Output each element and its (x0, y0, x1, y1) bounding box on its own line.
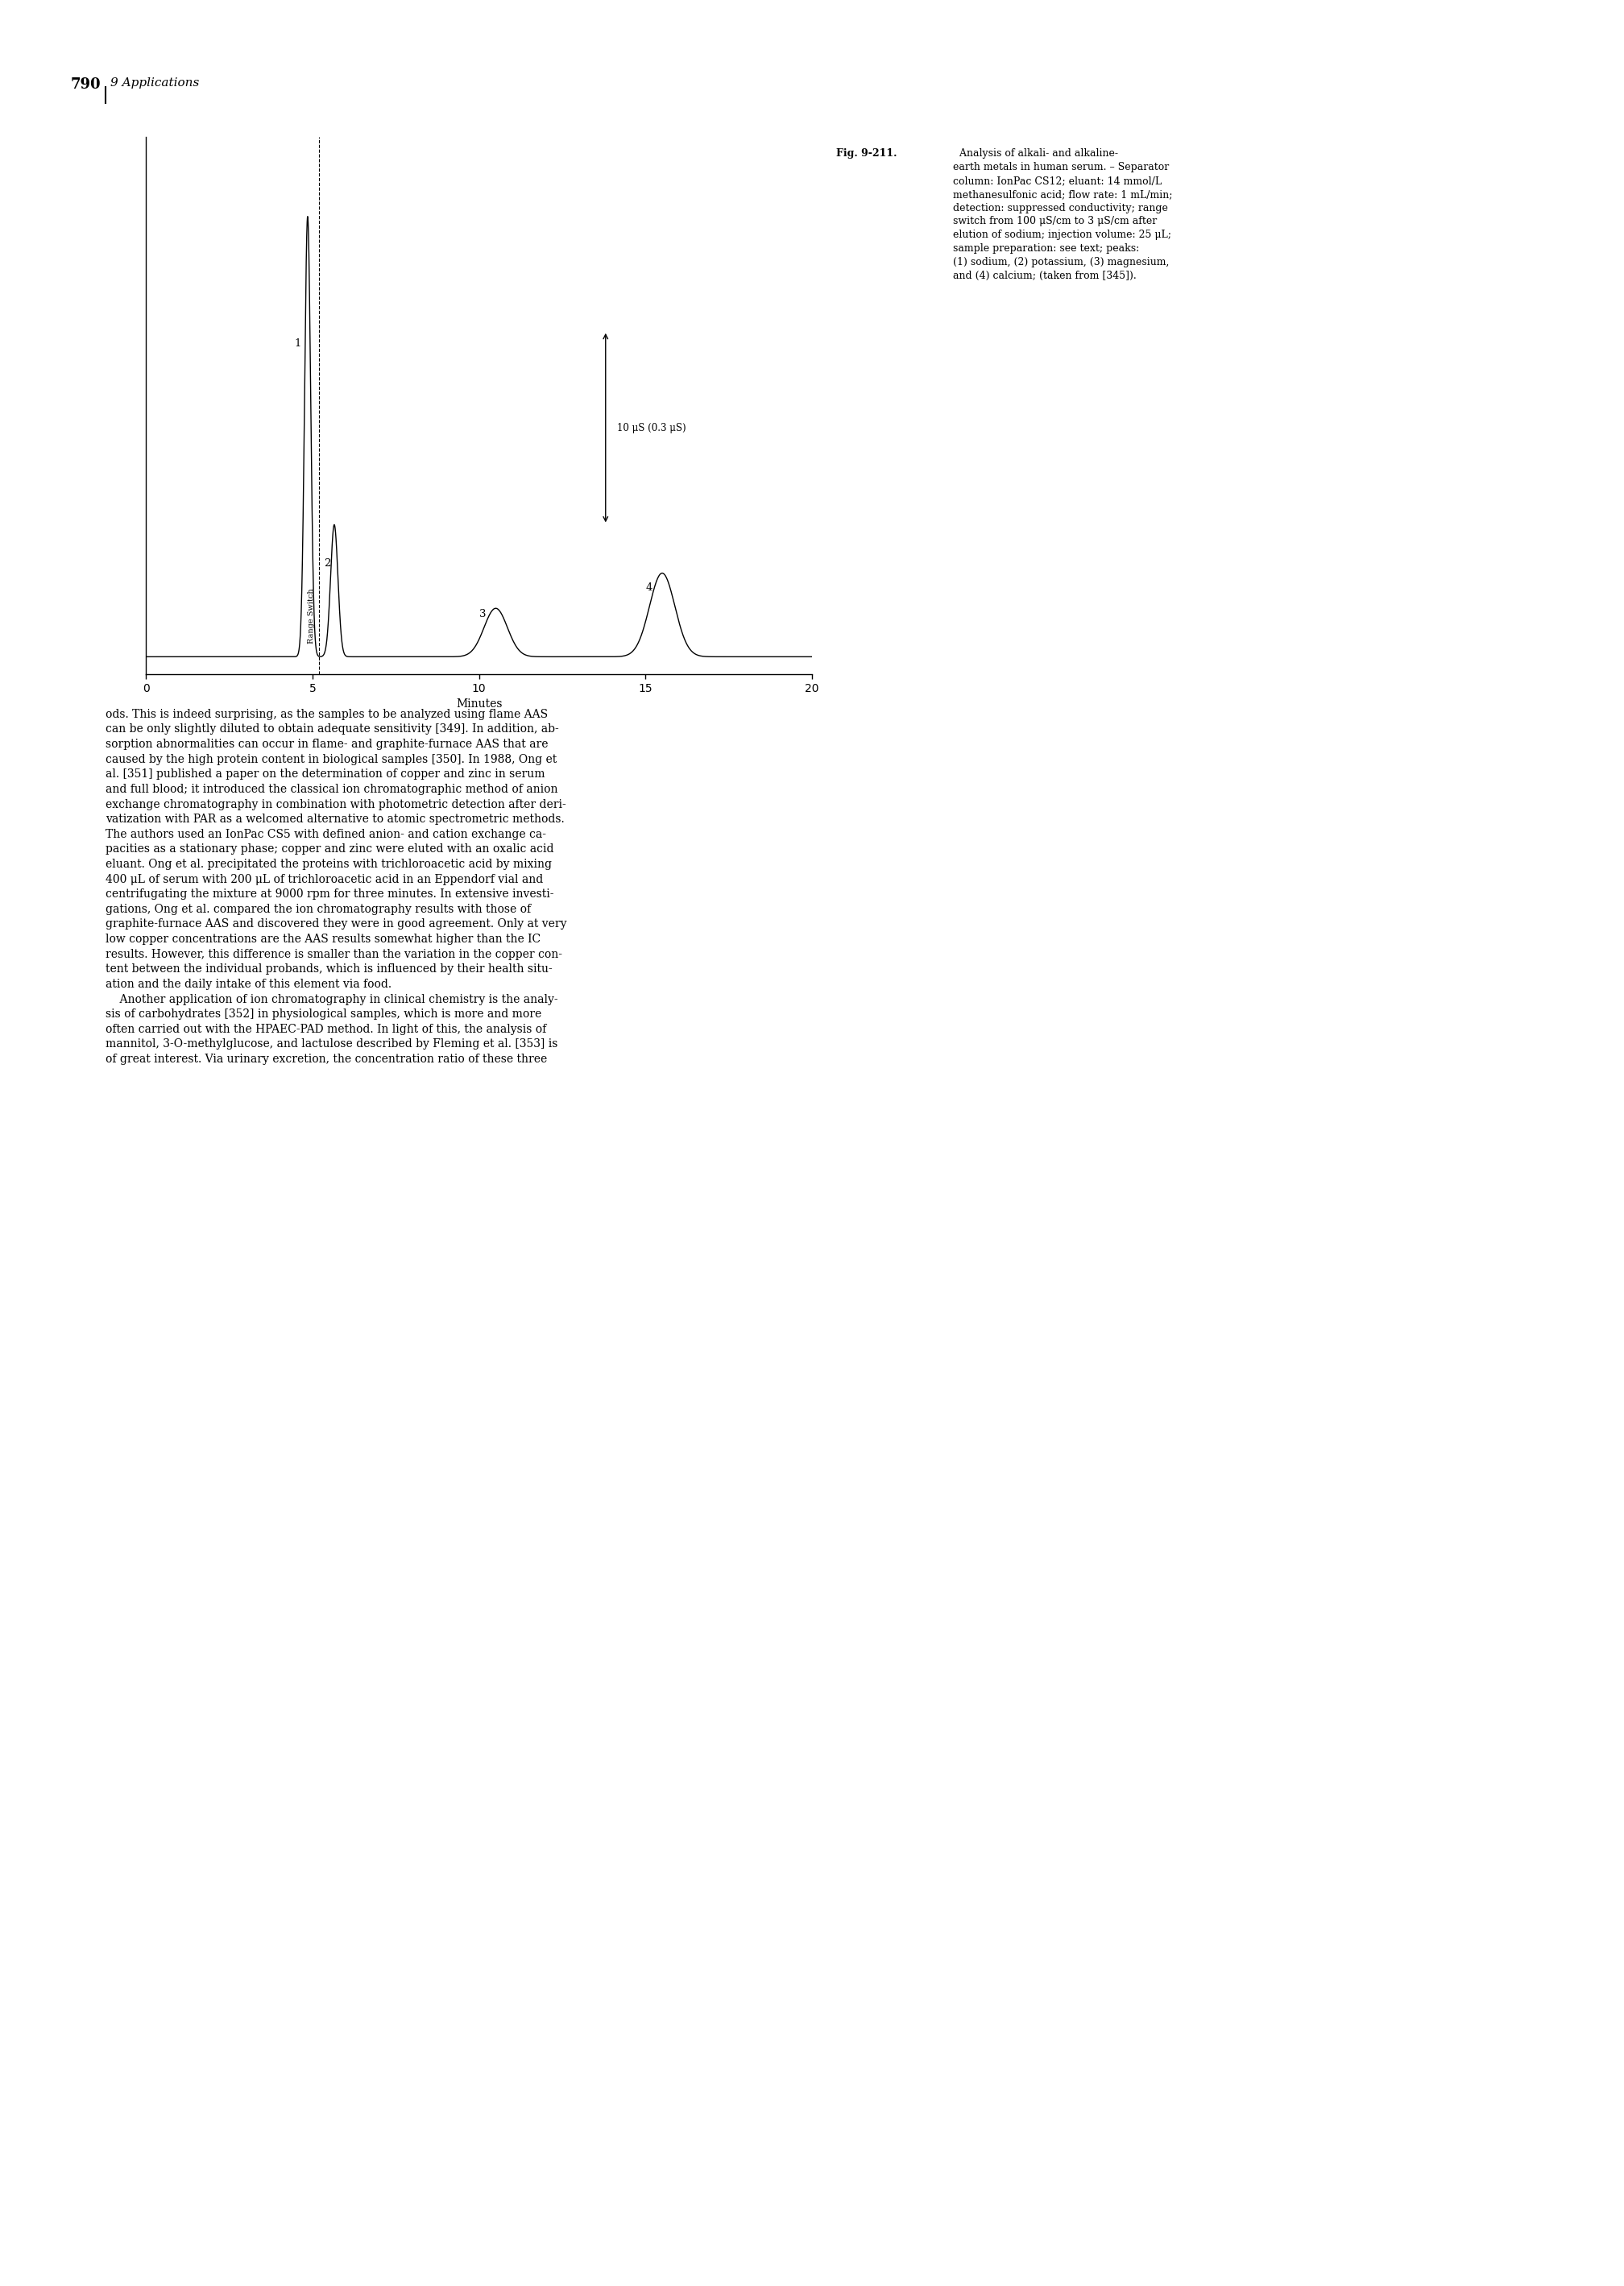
Text: 3: 3 (479, 608, 486, 620)
Text: 4: 4 (645, 583, 653, 592)
Text: ods. This is indeed surprising, as the samples to be analyzed using flame AAS
ca: ods. This is indeed surprising, as the s… (106, 709, 567, 1065)
Text: Analysis of alkali- and alkaline-
earth metals in human serum. – Separator
colum: Analysis of alkali- and alkaline- earth … (953, 149, 1173, 281)
Text: 790: 790 (70, 78, 101, 91)
Text: 9 Applications: 9 Applications (110, 78, 200, 89)
Text: 1: 1 (294, 338, 300, 347)
Text: Fig. 9-211.: Fig. 9-211. (836, 149, 896, 160)
X-axis label: Minutes: Minutes (456, 700, 502, 709)
Text: 2: 2 (325, 558, 331, 569)
Text: 10 μS (0.3 μS): 10 μS (0.3 μS) (617, 423, 687, 432)
Text: Range Switch: Range Switch (309, 588, 315, 645)
